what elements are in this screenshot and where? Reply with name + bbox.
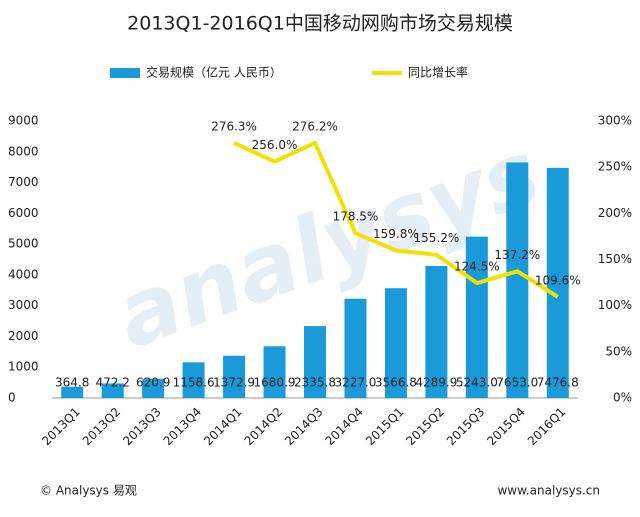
x-tick-label: 2015Q2	[403, 405, 447, 449]
line-label: 159.8%	[373, 227, 419, 241]
x-tick-label: 2013Q1	[39, 405, 83, 449]
bar-label: 5243.0	[456, 376, 498, 390]
line-label: 124.5%	[454, 260, 500, 274]
chart-title: 2013Q1-2016Q1中国移动网购市场交易规模	[127, 13, 513, 35]
x-tick-label: 2013Q2	[80, 405, 124, 449]
legend-swatch	[110, 68, 140, 78]
line-label: 109.6%	[535, 273, 581, 287]
bar-label: 7653.0	[496, 376, 538, 390]
bar	[546, 167, 569, 398]
x-tick-label: 2015Q3	[444, 405, 488, 449]
line-label: 276.3%	[211, 119, 257, 133]
bar	[61, 386, 84, 398]
x-tick-label: 2014Q3	[282, 405, 326, 449]
y2-tick-label: 300%	[598, 114, 632, 128]
y2-tick-label: 50%	[605, 344, 632, 358]
y-tick-label: 9000	[8, 114, 39, 128]
x-tick-label: 2014Q2	[242, 405, 286, 449]
bar	[506, 162, 529, 398]
x-tick-label: 2013Q3	[120, 405, 164, 449]
legend-label: 同比增长率	[408, 65, 468, 80]
y2-tick-label: 0%	[613, 391, 632, 405]
bar	[263, 346, 286, 398]
bar-label: 472.2	[96, 376, 130, 390]
line-label: 256.0%	[252, 138, 298, 152]
x-tick-label: 2016Q1	[525, 405, 569, 449]
bar	[425, 265, 448, 398]
y-tick-label: 2000	[8, 329, 39, 343]
line-label: 178.5%	[333, 210, 379, 224]
bar-label: 364.8	[55, 376, 89, 390]
y2-tick-label: 250%	[598, 160, 632, 174]
bar	[101, 383, 124, 398]
bar	[384, 288, 407, 398]
y-tick-label: 3000	[8, 298, 39, 312]
bar-label: 3227.0	[334, 376, 376, 390]
line-label: 155.2%	[414, 231, 460, 245]
bar-label: 1158.6	[173, 376, 215, 390]
line-label: 276.2%	[292, 119, 338, 133]
legend-label: 交易规模（亿元 人民币）	[146, 65, 282, 80]
y-tick-label: 8000	[8, 144, 39, 158]
y-tick-label: 4000	[8, 267, 39, 281]
bar-label: 3566.8	[375, 376, 417, 390]
y2-tick-label: 150%	[598, 252, 632, 266]
bar-label: 620.9	[136, 376, 170, 390]
bar	[304, 326, 326, 398]
bar	[223, 355, 246, 398]
x-tick-label: 2014Q4	[322, 405, 366, 449]
y-tick-label: 6000	[8, 206, 39, 220]
bar-label: 2335.8	[294, 376, 336, 390]
y2-tick-label: 100%	[598, 298, 632, 312]
y-tick-label: 0	[8, 391, 16, 405]
bar	[182, 362, 205, 398]
x-tick-label: 2014Q1	[201, 405, 245, 449]
x-tick-label: 2015Q4	[484, 405, 528, 449]
y-tick-label: 5000	[8, 237, 39, 251]
x-tick-label: 2015Q1	[363, 405, 407, 449]
bar-label: 1680.9	[254, 376, 296, 390]
bar-label: 4289.9	[415, 376, 457, 390]
bar-label: 1372.9	[213, 376, 255, 390]
y-tick-label: 7000	[8, 175, 39, 189]
x-tick-label: 2013Q4	[161, 405, 205, 449]
bar	[142, 378, 165, 398]
y2-tick-label: 200%	[598, 206, 632, 220]
line	[233, 140, 559, 299]
line-label: 137.2%	[494, 248, 540, 262]
bar-label: 7476.8	[537, 376, 579, 390]
footer-right: www.analysys.cn	[497, 484, 600, 498]
y-tick-label: 1000	[8, 360, 39, 374]
bar	[344, 298, 367, 398]
footer-left: © Analysys 易观	[40, 484, 137, 498]
